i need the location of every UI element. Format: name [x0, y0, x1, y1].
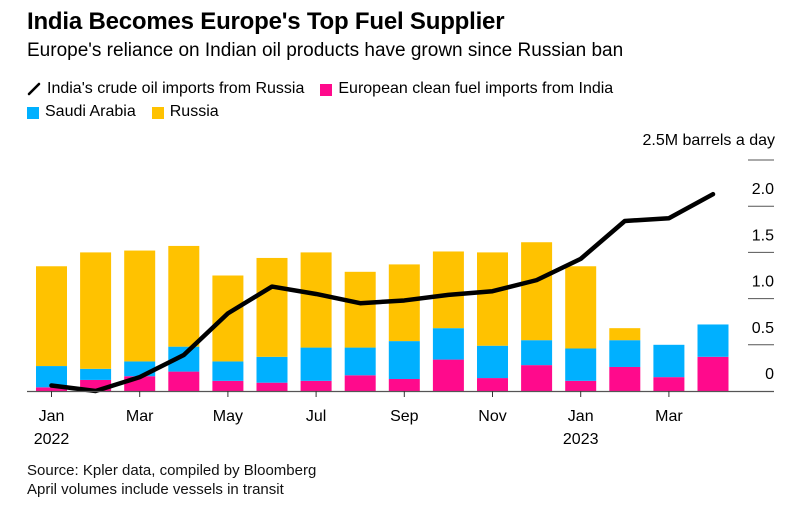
- y-tick-label: 0: [765, 366, 774, 383]
- y-tick-label: 1.0: [752, 274, 774, 291]
- gridlines: [748, 159, 774, 346]
- x-tick-year-label: 2022: [34, 431, 70, 448]
- line-icon: [27, 82, 41, 96]
- x-tick-label: Jul: [306, 408, 326, 425]
- bar-segment: [300, 380, 332, 391]
- y-tick-label: 2.0: [752, 181, 774, 198]
- bar-segment: [168, 245, 200, 347]
- bar-segment: [256, 356, 288, 383]
- source-note: Source: Kpler data, compiled by Bloomber…: [27, 462, 317, 479]
- x-tick-label: May: [213, 408, 243, 425]
- bar-segment: [344, 347, 376, 376]
- bar-segment: [256, 257, 288, 357]
- bar-segment: [300, 347, 332, 381]
- bar-segment: [36, 266, 67, 367]
- line-india-crude: [49, 191, 716, 394]
- x-axis: [27, 390, 774, 397]
- bar-segment: [80, 379, 112, 391]
- legend-label: Russia: [169, 103, 219, 120]
- bar-segment: [432, 251, 464, 329]
- bar-segment: [80, 252, 112, 369]
- footnote: April volumes include vessels in transit: [27, 481, 284, 498]
- legend-label: European clean fuel imports from India: [338, 80, 614, 97]
- legend-label: Saudi Arabia: [45, 103, 136, 120]
- bar-segment: [653, 344, 685, 378]
- bar-segment: [565, 266, 597, 349]
- square-icon: [320, 83, 333, 96]
- legend-row-1: India's crude oil imports from Russia Eu…: [27, 80, 629, 98]
- square-icon: [151, 106, 164, 119]
- bar-segment: [521, 340, 553, 366]
- bar-segment: [36, 366, 67, 388]
- chart-title: India Becomes Europe's Top Fuel Supplier: [27, 8, 505, 35]
- bar-segment: [432, 328, 464, 360]
- bar-segment: [124, 250, 156, 362]
- bar-segment: [609, 366, 641, 391]
- x-tick-label: Sep: [390, 408, 419, 425]
- bar-segment: [344, 375, 376, 391]
- legend-item-saudi-arabia: Saudi Arabia: [27, 103, 136, 121]
- bar-segment: [609, 340, 641, 367]
- bar-segment: [36, 387, 67, 391]
- bar-segment: [521, 242, 553, 341]
- bar-segment: [697, 324, 729, 357]
- legend-item-india-crude: India's crude oil imports from Russia: [27, 80, 304, 98]
- y-axis-ticks: 0 0.5 1.0 1.5 2.0: [752, 181, 774, 383]
- square-icon: [27, 106, 39, 119]
- x-tick-label: Nov: [478, 408, 506, 425]
- bar-segment: [168, 371, 200, 391]
- bar-segment: [565, 380, 597, 391]
- bar-segment: [477, 345, 508, 379]
- bar-segment: [212, 275, 244, 362]
- y-tick-label: 1.5: [752, 227, 774, 244]
- chart-subtitle: Europe's reliance on Indian oil products…: [27, 40, 624, 61]
- bar-segment: [477, 378, 508, 391]
- bar-segment: [388, 341, 420, 379]
- legend-item-european-fuel: European clean fuel imports from India: [320, 80, 613, 98]
- y-tick-label: 0.5: [752, 320, 774, 337]
- bar-segment: [344, 271, 376, 348]
- x-tick-label: Jan: [39, 408, 65, 425]
- x-tick-label: Jan: [568, 408, 594, 425]
- legend-item-russia: Russia: [151, 103, 219, 121]
- bar-segment: [609, 328, 641, 341]
- bar-segment: [212, 361, 244, 381]
- y-axis-unit-label: 2.5M barrels a day: [642, 132, 775, 149]
- bar-segment: [432, 359, 464, 391]
- bar-segment: [80, 368, 112, 380]
- x-tick-year-label: 2023: [563, 431, 599, 448]
- x-tick-label: Mar: [126, 408, 154, 425]
- x-tick-label: Mar: [655, 408, 683, 425]
- bar-segment: [521, 365, 553, 391]
- bar-segment: [212, 380, 244, 391]
- legend-label: India's crude oil imports from Russia: [47, 80, 305, 97]
- bar-segment: [477, 252, 508, 346]
- bars: [36, 242, 729, 391]
- bar-segment: [388, 378, 420, 391]
- bar-segment: [697, 356, 729, 391]
- bar-segment: [300, 252, 332, 348]
- bar-segment: [256, 382, 288, 391]
- bar-segment: [653, 377, 685, 391]
- legend-row-2: Saudi Arabia Russia: [27, 103, 235, 121]
- bar-segment: [565, 348, 597, 381]
- x-axis-labels: Jan 2022 Mar May Jul Sep Nov Jan 2023 Mar: [34, 408, 684, 448]
